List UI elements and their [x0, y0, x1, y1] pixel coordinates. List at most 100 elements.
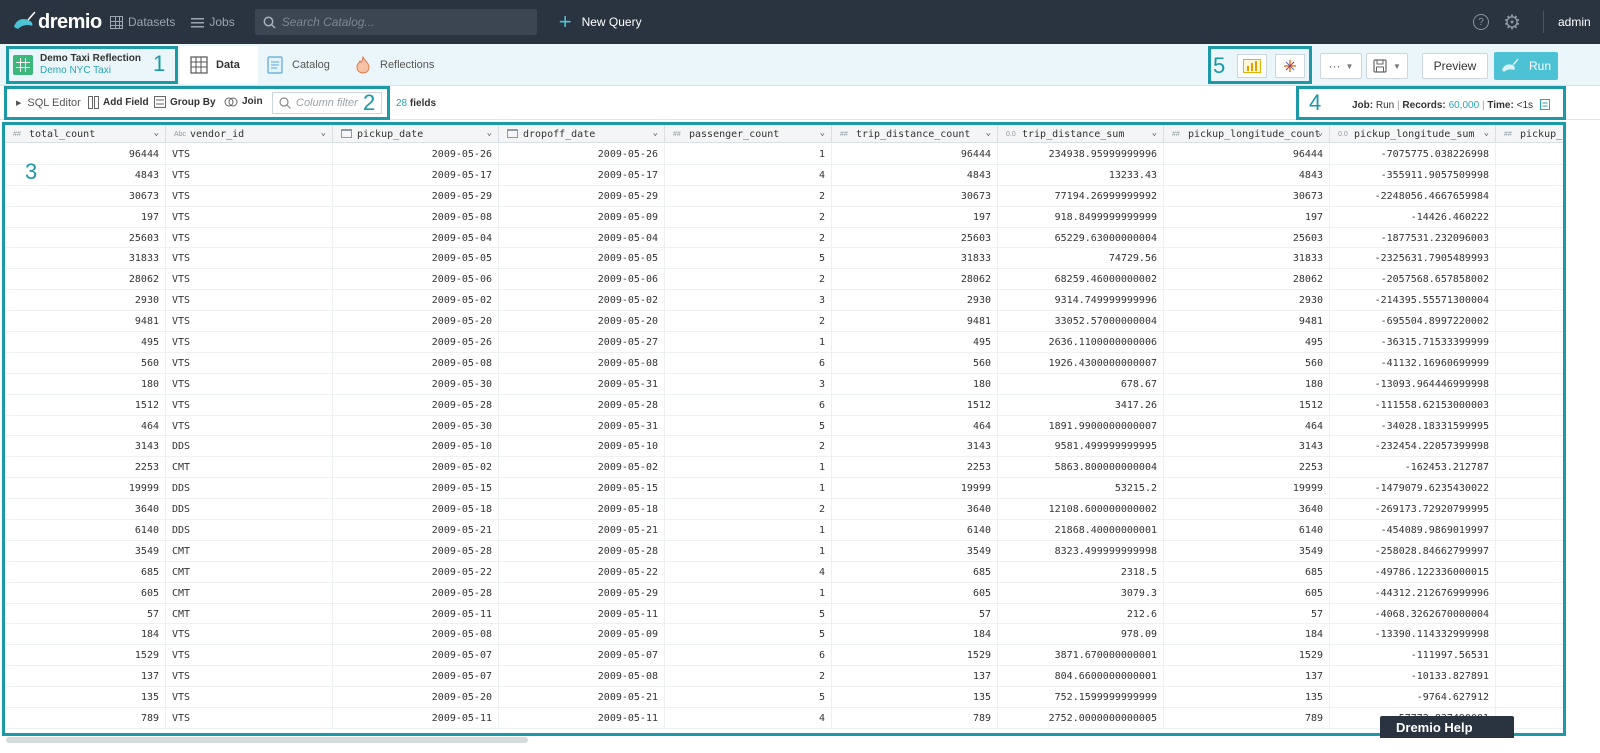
table-cell[interactable]: DDS: [166, 520, 333, 541]
table-cell[interactable]: 31833: [1164, 248, 1330, 270]
table-cell[interactable]: 57: [5, 603, 166, 625]
table-cell[interactable]: 31833: [832, 248, 998, 270]
chevron-down-icon[interactable]: ⌄: [153, 128, 159, 138]
table-row[interactable]: 19999 DDS 2009-05-15 2009-05-15 1 19999 53215.…: [5, 478, 1563, 500]
table-cell[interactable]: 53215.2: [998, 478, 1164, 500]
table-cell[interactable]: 2009-05-21: [499, 520, 665, 541]
table-cell[interactable]: 180: [832, 373, 998, 395]
table-cell[interactable]: 2: [665, 227, 832, 249]
table-cell[interactable]: 2009-05-04: [499, 227, 665, 249]
table-cell[interactable]: 1: [665, 457, 832, 479]
run-button[interactable]: Run: [1494, 52, 1558, 80]
table-cell[interactable]: [1496, 395, 1563, 416]
table-row[interactable]: 1529 VTS 2009-05-07 2009-05-07 6 1529 3871.670…: [5, 645, 1563, 667]
table-cell[interactable]: 28062: [1164, 269, 1330, 291]
table-cell[interactable]: 25603: [5, 227, 166, 249]
table-cell[interactable]: [1496, 248, 1563, 269]
table-cell[interactable]: 6: [665, 394, 832, 416]
table-cell[interactable]: [1496, 374, 1563, 395]
table-cell[interactable]: -2325631.7905489993: [1330, 248, 1496, 270]
table-cell[interactable]: VTS: [166, 227, 333, 249]
table-cell[interactable]: 2009-05-06: [333, 269, 499, 291]
table-cell[interactable]: 137: [1164, 666, 1330, 688]
table-cell[interactable]: 9481: [832, 311, 998, 333]
table-cell[interactable]: 2009-05-28: [499, 540, 665, 562]
table-cell[interactable]: 2009-05-17: [333, 164, 499, 186]
tableau-button[interactable]: [1275, 54, 1305, 78]
table-cell[interactable]: [1496, 562, 1563, 583]
powerbi-button[interactable]: [1237, 54, 1267, 78]
table-cell[interactable]: 30673: [5, 185, 166, 207]
table-cell[interactable]: 2009-05-29: [333, 185, 499, 207]
table-cell[interactable]: 1529: [832, 645, 998, 667]
table-row[interactable]: 560 VTS 2009-05-08 2009-05-08 6 560 1926.43000…: [5, 352, 1563, 374]
save-button[interactable]: ▼: [1366, 53, 1408, 79]
table-row[interactable]: 1512 VTS 2009-05-28 2009-05-28 6 1512 3417.26 1…: [5, 394, 1563, 416]
table-cell[interactable]: 2009-05-21: [333, 520, 499, 541]
table-cell[interactable]: 6140: [1164, 520, 1330, 541]
table-cell[interactable]: 2009-05-26: [333, 332, 499, 353]
table-cell[interactable]: VTS: [166, 373, 333, 395]
table-cell[interactable]: 3549: [5, 540, 166, 562]
table-cell[interactable]: 685: [832, 561, 998, 583]
table-cell[interactable]: 560: [1164, 352, 1330, 374]
table-row[interactable]: 6140 DDS 2009-05-21 2009-05-21 1 6140 21868.40…: [5, 520, 1563, 541]
table-cell[interactable]: 2253: [5, 457, 166, 479]
table-cell[interactable]: 2009-05-11: [499, 603, 665, 625]
table-cell[interactable]: 1529: [5, 645, 166, 667]
table-cell[interactable]: 2009-05-04: [333, 227, 499, 249]
table-cell[interactable]: 6: [665, 352, 832, 374]
table-cell[interactable]: -41132.16960699999: [1330, 352, 1496, 374]
chevron-down-icon[interactable]: ⌄: [1483, 128, 1489, 138]
table-cell[interactable]: 789: [1164, 708, 1330, 729]
table-cell[interactable]: -10133.827891: [1330, 666, 1496, 688]
table-cell[interactable]: 1512: [832, 394, 998, 416]
table-row[interactable]: 4843 VTS 2009-05-17 2009-05-17 4 4843 13233.43…: [5, 164, 1563, 186]
table-cell[interactable]: 2009-05-08: [499, 666, 665, 688]
table-cell[interactable]: 135: [1164, 687, 1330, 709]
table-cell[interactable]: 5863.800000000004: [998, 457, 1164, 479]
table-cell[interactable]: 464: [5, 415, 166, 437]
table-cell[interactable]: 184: [5, 624, 166, 646]
table-cell[interactable]: 212.6: [998, 603, 1164, 625]
table-cell[interactable]: 57: [832, 603, 998, 625]
chevron-down-icon[interactable]: ⌄: [652, 128, 658, 138]
table-cell[interactable]: 2009-05-05: [499, 248, 665, 270]
table-row[interactable]: 9481 VTS 2009-05-20 2009-05-20 2 9481 33052.57…: [5, 311, 1563, 333]
table-cell[interactable]: 495: [832, 332, 998, 353]
table-cell[interactable]: 2009-05-31: [499, 415, 665, 437]
table-cell[interactable]: 1512: [1164, 394, 1330, 416]
column-header-pickup-[interactable]: ## pickup_: [1496, 125, 1563, 143]
table-cell[interactable]: -9764.627912: [1330, 687, 1496, 709]
table-cell[interactable]: 25603: [832, 227, 998, 249]
table-cell[interactable]: 495: [5, 332, 166, 353]
table-cell[interactable]: -111558.62153000003: [1330, 394, 1496, 416]
table-cell[interactable]: 28062: [832, 269, 998, 291]
table-cell[interactable]: [1496, 666, 1563, 687]
table-cell[interactable]: 2009-05-28: [333, 582, 499, 604]
tab-catalog[interactable]: Catalog: [266, 46, 330, 84]
table-cell[interactable]: 1: [665, 520, 832, 541]
table-cell[interactable]: [1496, 269, 1563, 290]
table-row[interactable]: 96444 VTS 2009-05-26 2009-05-26 1 96444 234938…: [5, 144, 1563, 165]
table-cell[interactable]: 2009-05-26: [499, 144, 665, 165]
table-cell[interactable]: -4068.3262670000004: [1330, 603, 1496, 625]
table-cell[interactable]: 1926.4300000000007: [998, 352, 1164, 374]
table-cell[interactable]: 2009-05-02: [499, 290, 665, 312]
table-cell[interactable]: 2009-05-08: [333, 352, 499, 374]
table-cell[interactable]: VTS: [166, 708, 333, 729]
table-cell[interactable]: -232454.22057399998: [1330, 436, 1496, 458]
table-cell[interactable]: VTS: [166, 394, 333, 416]
table-cell[interactable]: 2009-05-28: [333, 394, 499, 416]
table-cell[interactable]: VTS: [166, 624, 333, 646]
clipboard-icon[interactable]: [1539, 98, 1550, 110]
table-cell[interactable]: -2057568.657858002: [1330, 269, 1496, 291]
table-cell[interactable]: 5: [665, 415, 832, 437]
table-cell[interactable]: 197: [1164, 206, 1330, 228]
table-cell[interactable]: 560: [5, 352, 166, 374]
table-cell[interactable]: 2009-05-11: [499, 708, 665, 729]
table-cell[interactable]: CMT: [166, 603, 333, 625]
table-cell[interactable]: DDS: [166, 478, 333, 500]
table-cell[interactable]: [1496, 228, 1563, 249]
table-cell[interactable]: 65229.63000000004: [998, 227, 1164, 249]
